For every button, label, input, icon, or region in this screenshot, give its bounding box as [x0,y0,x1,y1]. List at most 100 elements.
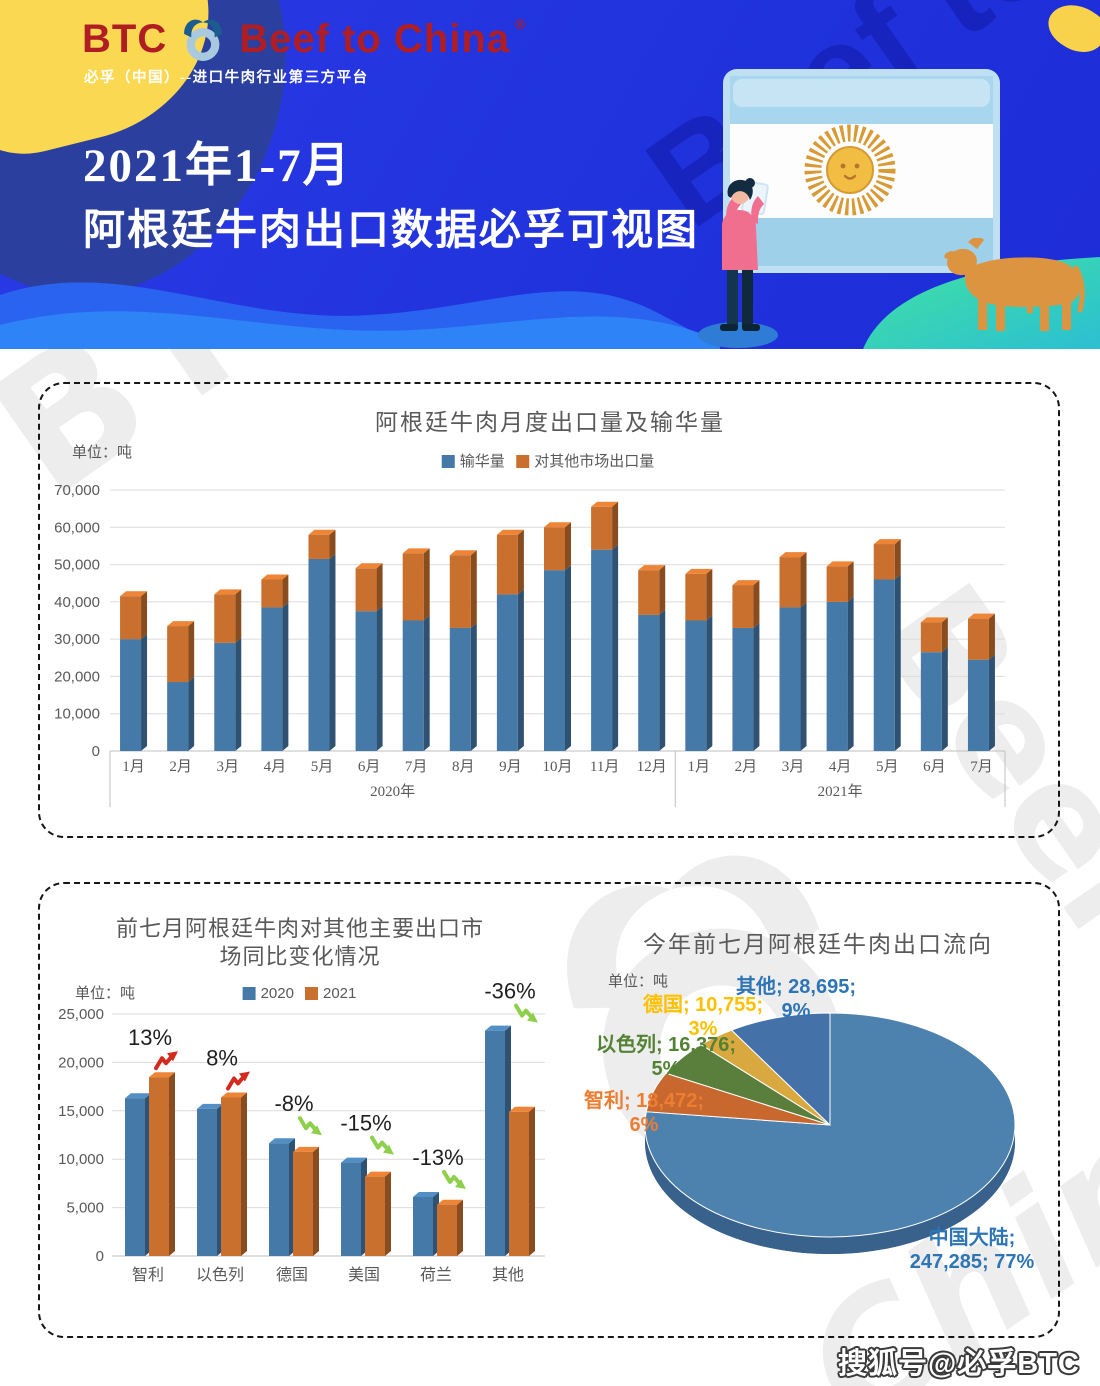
svg-text:6月: 6月 [358,759,381,775]
svg-text:4月: 4月 [829,759,852,775]
svg-text:场同比变化情况: 场同比变化情况 [219,944,380,969]
svg-text:输华量: 输华量 [460,453,505,470]
svg-text:5,000: 5,000 [66,1200,104,1217]
svg-text:-13%: -13% [412,1145,463,1170]
svg-text:25,000: 25,000 [58,1006,104,1023]
argentina-flag-illustration [723,69,1000,273]
svg-text:3%: 3% [689,1018,718,1040]
gridlines-and-yaxis: 0 5,000 10,000 15,000 20,000 25,000 [58,1006,545,1265]
svg-text:6%: 6% [630,1114,659,1136]
svg-text:13%: 13% [128,1025,172,1050]
svg-text:对其他市场出口量: 对其他市场出口量 [534,453,654,470]
up-trend-arrow [226,1071,250,1091]
sohu-account-credit: 搜狐号@必孚BTC [838,1348,1080,1380]
svg-text:2021年: 2021年 [818,783,863,800]
svg-text:2020: 2020 [261,985,294,1002]
svg-text:单位：吨: 单位：吨 [75,985,135,1002]
svg-text:50,000: 50,000 [54,557,100,574]
svg-text:5月: 5月 [311,759,334,775]
svg-text:8月: 8月 [452,759,475,775]
svg-text:以色列: 以色列 [196,1266,244,1284]
bull-logo-icon [184,19,223,61]
chart-legend: 输华量 对其他市场出口量 [441,453,654,470]
svg-text:9%: 9% [782,1000,811,1022]
person-illustration [698,178,778,348]
svg-text:智利; 18,472;: 智利; 18,472; [584,1088,704,1112]
svg-text:5月: 5月 [876,759,899,775]
svg-text:12月: 12月 [637,759,667,775]
xaxis-labels: 1月 2月 3月 4月 5月 6月 7月 8月 9月 10月 11月 12月 1月 2月 3月 4月 5月 6月 7… [109,751,1006,807]
svg-text:5%: 5% [652,1058,681,1080]
svg-text:40,000: 40,000 [54,594,100,611]
svg-text:德国; 10,755;: 德国; 10,755; [643,992,763,1016]
svg-text:前七月阿根廷牛肉对其他主要出口市: 前七月阿根廷牛肉对其他主要出口市 [116,916,484,941]
svg-text:70,000: 70,000 [54,482,100,499]
svg-text:247,285; 77%: 247,285; 77% [910,1251,1035,1273]
svg-text:15,000: 15,000 [58,1103,104,1120]
svg-text:2020年: 2020年 [370,783,415,800]
svg-text:30,000: 30,000 [54,631,100,648]
svg-text:1月: 1月 [688,759,711,775]
svg-text:美国: 美国 [348,1266,380,1284]
logo-beef-to-china-text: Beef to China [239,16,511,61]
svg-text:其他: 其他 [492,1266,524,1284]
grouped-bars: 智利 以色列 德国 美国 荷兰 其他 [125,1025,535,1284]
chart-legend: 2020 2021 [242,985,356,1002]
up-trend-arrow [154,1051,178,1071]
svg-text:1月: 1月 [122,759,145,775]
page-title-line1: 2021年1-7月 [83,140,352,192]
svg-text:以色列; 16,376;: 以色列; 16,376; [596,1032,736,1056]
logo-btc-text: BTC [82,16,168,61]
logo-tagline: 必孚（中国）--进口牛肉行业第三方平台 [84,70,369,86]
svg-text:0: 0 [96,1248,104,1265]
svg-text:2月: 2月 [169,759,192,775]
svg-text:20,000: 20,000 [58,1054,104,1071]
pie-slices [644,1012,1016,1254]
stacked-bars [120,501,995,751]
svg-text:60,000: 60,000 [54,519,100,536]
svg-text:-8%: -8% [274,1091,313,1116]
svg-text:阿根廷牛肉月度出口量及输华量: 阿根廷牛肉月度出口量及输华量 [375,410,725,435]
svg-text:10月: 10月 [542,759,572,775]
monthly-export-stacked-bar-chart: 0 10,000 20,000 30,000 40,000 50,000 60,000 70,… [54,410,1006,807]
svg-text:11月: 11月 [590,759,619,775]
svg-text:0: 0 [92,743,100,760]
svg-text:2月: 2月 [735,759,758,775]
registered-mark: ® [515,16,526,32]
svg-text:7月: 7月 [970,759,993,775]
svg-text:4月: 4月 [264,759,287,775]
svg-text:德国: 德国 [276,1266,308,1284]
svg-text:7月: 7月 [405,759,428,775]
change-labels: 13% 8% -8% -15% -13% -36% [128,979,538,1189]
header-banner: Beef to C [0,0,1100,349]
btc-logo: BTC Beef to China ® [82,14,525,64]
comparison-and-pie-panel [38,882,1060,1338]
svg-text:-36%: -36% [484,979,535,1004]
svg-text:荷兰: 荷兰 [420,1266,452,1284]
svg-text:9月: 9月 [499,759,522,775]
svg-text:3月: 3月 [782,759,805,775]
svg-text:3月: 3月 [217,759,240,775]
down-trend-arrow [298,1116,322,1136]
svg-text:今年前七月阿根廷牛肉出口流向: 今年前七月阿根廷牛肉出口流向 [643,932,993,957]
svg-text:6月: 6月 [923,759,946,775]
down-trend-arrow [514,1003,538,1023]
svg-text:其他; 28,695;: 其他; 28,695; [736,974,856,998]
market-comparison-bar-chart: 0 5,000 10,000 15,000 20,000 25,000 智利 以色列 德国 美国 荷… [58,916,545,1284]
page-title-line2: 阿根廷牛肉出口数据必孚可视图 [83,208,700,254]
svg-text:8%: 8% [206,1045,238,1070]
blue-wave-decoration [0,282,720,349]
down-trend-arrow [370,1135,394,1155]
svg-text:中国大陆;: 中国大陆; [929,1225,1016,1249]
svg-text:-15%: -15% [340,1111,391,1136]
export-destination-pie-chart: 中国大陆;247,285; 77% 智利; 18,472;6% 以色列; 16,37… [584,932,1035,1273]
svg-text:20,000: 20,000 [54,668,100,685]
cow-illustration [944,238,1085,331]
pie-slice-labels: 中国大陆;247,285; 77% 智利; 18,472;6% 以色列; 16,37… [584,974,1035,1273]
svg-text:智利: 智利 [132,1266,164,1284]
svg-text:10,000: 10,000 [58,1151,104,1168]
svg-text:2021: 2021 [323,985,356,1002]
svg-text:单位：吨: 单位：吨 [608,973,668,990]
down-trend-arrow [442,1169,466,1189]
